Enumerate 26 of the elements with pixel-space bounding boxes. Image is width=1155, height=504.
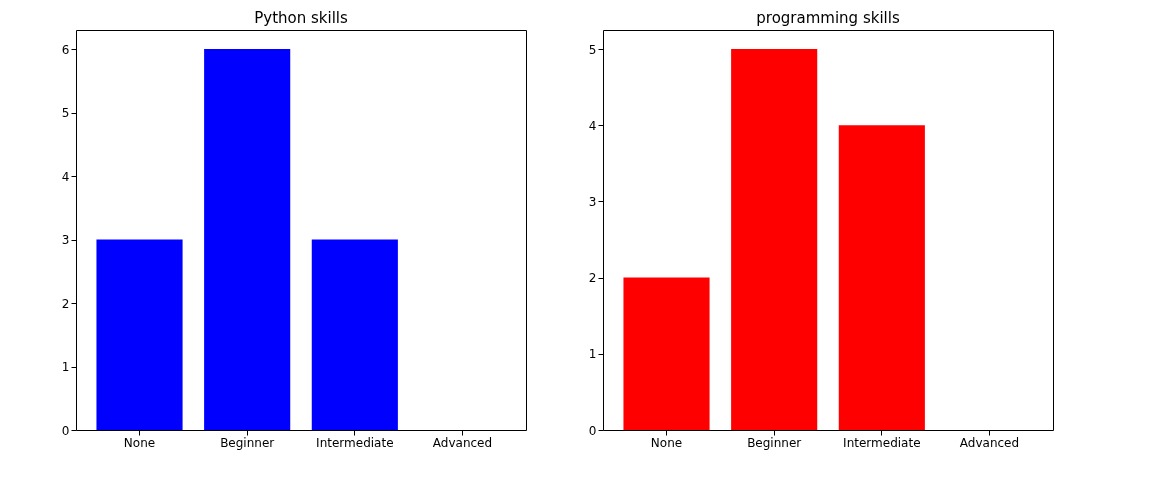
x-tick-label: Beginner	[220, 435, 275, 450]
y-tick-label: 5	[61, 106, 70, 121]
x-tick-label: Beginner	[747, 435, 802, 450]
chart-title: programming skills	[756, 9, 900, 27]
x-tick-label: None	[650, 435, 683, 450]
y-tick-label: 1	[61, 360, 70, 375]
y-tick-label: 3	[588, 194, 597, 209]
x-tick-label: None	[123, 435, 156, 450]
y-tick-label: 3	[61, 233, 70, 248]
x-tick-label: Advanced	[432, 435, 493, 450]
bar	[731, 49, 818, 430]
y-tick-label: 2	[61, 296, 70, 311]
y-tick-label: 0	[61, 423, 70, 438]
y-tick-label: 5	[588, 42, 597, 57]
y-tick-label: 4	[61, 169, 70, 184]
y-tick-label: 1	[588, 347, 597, 362]
bar	[623, 277, 710, 430]
bar	[838, 125, 925, 430]
y-tick-label: 4	[588, 118, 597, 133]
x-tick-label: Advanced	[959, 435, 1020, 450]
x-tick-label: Intermediate	[316, 435, 394, 450]
x-tick-label: Intermediate	[843, 435, 921, 450]
y-tick-label: 0	[588, 423, 597, 438]
y-tick-label: 2	[588, 271, 597, 286]
chart-title: Python skills	[254, 9, 348, 27]
y-tick-label: 6	[61, 42, 70, 57]
